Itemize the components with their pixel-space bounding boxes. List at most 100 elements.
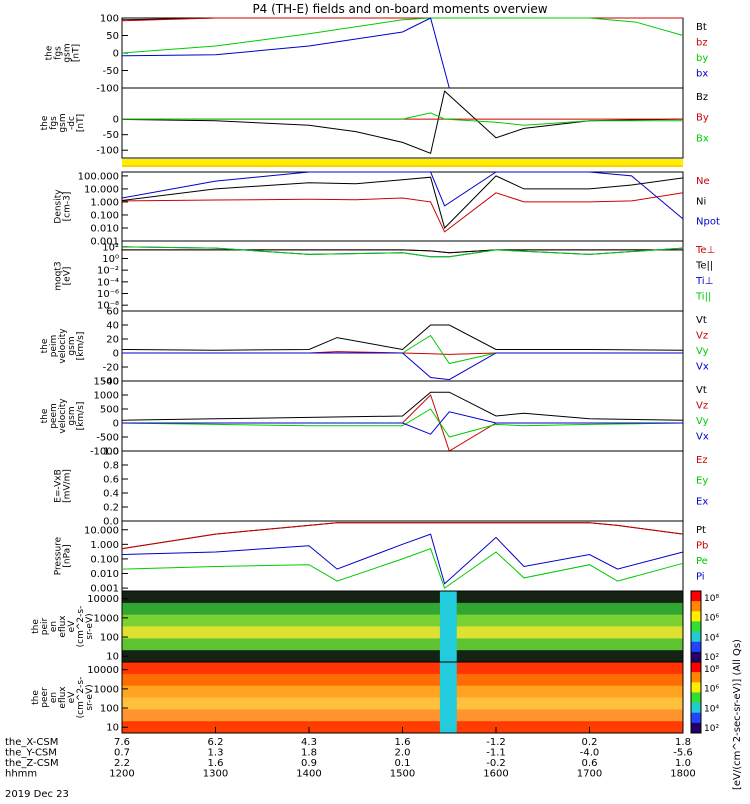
- legend-entry: Ex: [696, 496, 708, 507]
- legend-entry: By: [696, 113, 709, 124]
- x-row-value: -1.1: [486, 748, 506, 759]
- y-axis-label-line: [nT]: [72, 44, 82, 62]
- y-axis-label-line: sr-eV): [85, 613, 95, 639]
- x-row-value: 2.0: [395, 748, 411, 759]
- x-row-value: 0.1: [395, 758, 411, 769]
- legend-entry: Bz: [696, 92, 708, 103]
- colorbar-label-text: [eV/(cm^2-sec-sr-eV)] (All Qs): [732, 639, 743, 790]
- x-row-label: hhmm: [5, 769, 37, 780]
- colorbar-segment: [691, 692, 701, 703]
- y-tick-label: -40: [103, 377, 119, 388]
- panel-peir-spec: 10000 1000 100 10 the peir en eflux eV (cm^2-s-sr…: [31, 590, 684, 663]
- y-axis-label-line: en: [49, 621, 59, 632]
- series-line-Ne: [121, 192, 684, 233]
- x-row-value: -5.6: [673, 748, 693, 759]
- panel-peer-spec: 10000 1000 100 10 the peer en eflux eV (cm^2-s-sr…: [31, 661, 684, 734]
- y-tick-label: 0.010: [90, 569, 119, 580]
- y-tick-label: 1000: [94, 684, 119, 695]
- series-line-Bz: [121, 90, 684, 154]
- y-tick-label: 50: [106, 31, 119, 42]
- y-axis-label: E=-VxB [mV/m]: [54, 469, 73, 503]
- colorbar-tick-label: 10²: [704, 653, 719, 663]
- y-axis-label-line: [nT]: [76, 114, 86, 132]
- spectrogram-band: [122, 614, 683, 627]
- y-tick-label: 10000: [87, 665, 119, 676]
- colorbar-segment: [691, 682, 701, 693]
- x-row-value: -4.0: [580, 748, 600, 759]
- y-tick-label: 60: [106, 307, 119, 318]
- legend-entry: Vz: [696, 401, 708, 412]
- spectrogram-band: [122, 662, 683, 675]
- legend-entry: Pe: [696, 556, 708, 567]
- x-row-value: 0.7: [114, 748, 130, 759]
- y-axis-label: the peem velocity gsm [km/s]: [40, 398, 86, 434]
- y-tick-label: 1.0: [103, 447, 119, 458]
- series-line-bx: [121, 17, 683, 89]
- series-line-Vt: [121, 324, 684, 351]
- legend-entry: Bt: [696, 22, 707, 33]
- series-line-Pe: [121, 548, 684, 589]
- spectrogram-band: [122, 685, 683, 698]
- x-row-value: 1300: [203, 769, 228, 780]
- y-tick-label: 10⁻⁶: [97, 289, 119, 300]
- y-axis-label-line: eflux: [58, 686, 68, 709]
- y-tick-label: 10²: [102, 242, 119, 253]
- y-tick-label: 0.2: [103, 503, 119, 514]
- x-row-value: 1400: [296, 769, 321, 780]
- y-axis-label-line: the: [31, 690, 41, 705]
- spectrogram-band: [122, 650, 683, 663]
- colorbar-tick-label: 10⁸: [704, 665, 719, 675]
- x-row-label: the_X-CSM: [5, 737, 58, 748]
- legend-entry: Ni: [696, 196, 706, 207]
- y-axis-label-line: fgs: [49, 116, 59, 130]
- legend-entry: Ez: [696, 455, 708, 466]
- y-axis-label: moqt3 [eV]: [54, 261, 73, 290]
- y-tick-label: 100.000: [78, 171, 119, 182]
- y-tick-label: -100: [96, 146, 119, 157]
- spectrogram-crossing: [439, 662, 457, 733]
- colorbar-segment: [691, 651, 701, 663]
- y-tick-label: 1500: [94, 377, 119, 388]
- x-row-value: 1.6: [395, 737, 411, 748]
- y-tick-label: -1000: [90, 447, 119, 458]
- series-line-Pi: [121, 533, 684, 585]
- spectrogram-band: [122, 673, 683, 687]
- colorbar-segment: [691, 631, 701, 643]
- colorbar-segment: [691, 601, 701, 612]
- y-tick-label: 1.000: [90, 540, 119, 551]
- spectrogram-band: [122, 638, 683, 651]
- y-axis-label-line: eflux: [58, 615, 68, 638]
- y-axis-label-line: peem: [49, 403, 59, 429]
- legend-entry: Ey: [696, 476, 708, 487]
- legend-entry: Vx: [696, 432, 709, 443]
- x-row-value: 6.2: [208, 737, 224, 748]
- y-tick-label: 10⁻⁴: [97, 277, 119, 288]
- x-row-value: 1.0: [675, 758, 691, 769]
- colorbar-tick-label: 10⁶: [704, 614, 719, 624]
- panel-frame: [121, 520, 684, 592]
- y-axis-label: the fgs gsm -dc [nT]: [40, 113, 86, 132]
- legend-entry: Ti⊥: [695, 276, 713, 287]
- spectrogram-band: [122, 602, 683, 616]
- y-axis-label-line: eV: [67, 691, 77, 704]
- y-axis-label-line: the: [31, 619, 41, 634]
- y-axis-label-line: sr-eV): [85, 684, 95, 710]
- y-axis-label-line: peir: [40, 617, 50, 635]
- y-tick-label: 10: [106, 652, 119, 663]
- x-row-label: the_Y-CSM: [5, 748, 57, 759]
- y-axis-label-line: moqt3: [54, 261, 64, 290]
- y-axis-label-line: gsm: [67, 336, 77, 355]
- x-row-value: 1200: [109, 769, 134, 780]
- series-line-by: [121, 17, 684, 54]
- y-tick-label: 0: [113, 349, 119, 360]
- y-axis-label: the fgs gsm [nT]: [45, 43, 82, 62]
- x-row-value: 2.2: [114, 758, 130, 769]
- y-tick-label: 100: [100, 14, 119, 25]
- series-line-Vx: [122, 411, 683, 435]
- y-axis-label-line: the: [45, 45, 55, 60]
- series-line-Vt: [121, 391, 684, 421]
- y-tick-label: 1.000: [90, 197, 119, 208]
